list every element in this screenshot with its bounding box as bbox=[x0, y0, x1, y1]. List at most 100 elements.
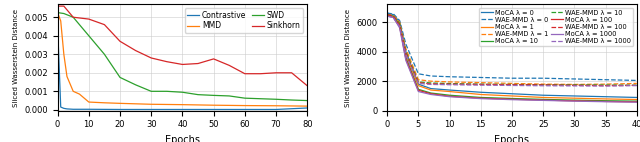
MoCA λ = 100 bbox=[390, 17, 397, 18]
WAE-MMD λ = 0 bbox=[390, 13, 397, 15]
MoCA λ = 1000 bbox=[390, 17, 397, 18]
SWD bbox=[241, 97, 249, 99]
X-axis label: Epochs: Epochs bbox=[495, 135, 529, 142]
MMD bbox=[60, 53, 68, 55]
Sinkhorn bbox=[179, 64, 186, 65]
WAE-MMD λ = 10 bbox=[415, 81, 422, 83]
WAE-MMD λ = 1 bbox=[390, 14, 397, 16]
SWD bbox=[257, 98, 264, 100]
WAE-MMD λ = 10 bbox=[402, 51, 410, 52]
Contrastive bbox=[241, 109, 249, 110]
WAE-MMD λ = 100 bbox=[383, 14, 391, 15]
WAE-MMD λ = 1000 bbox=[415, 83, 422, 84]
Y-axis label: Sliced Wasserstein Distance: Sliced Wasserstein Distance bbox=[345, 9, 351, 106]
Sinkhorn bbox=[132, 50, 140, 51]
WAE-MMD λ = 0 bbox=[396, 20, 403, 21]
WAE-MMD λ = 0 bbox=[508, 77, 516, 79]
WAE-MMD λ = 100 bbox=[415, 82, 422, 83]
WAE-MMD λ = 1000 bbox=[633, 85, 640, 86]
Line: Sinkhorn: Sinkhorn bbox=[58, 6, 307, 86]
Contrastive bbox=[69, 108, 77, 110]
Sinkhorn bbox=[147, 57, 155, 59]
WAE-MMD λ = 10 bbox=[477, 83, 484, 85]
Contrastive bbox=[85, 108, 93, 110]
MoCA λ = 10 bbox=[396, 24, 403, 26]
MoCA λ = 10 bbox=[477, 97, 484, 98]
WAE-MMD λ = 0 bbox=[633, 80, 640, 81]
WAE-MMD λ = 1000 bbox=[602, 85, 609, 87]
Line: WAE-MMD λ = 10: WAE-MMD λ = 10 bbox=[387, 15, 637, 85]
MoCA λ = 100 bbox=[477, 97, 484, 99]
Sinkhorn bbox=[241, 73, 249, 75]
Contrastive bbox=[54, 25, 61, 26]
MoCA λ = 1 bbox=[508, 95, 516, 97]
MMD bbox=[147, 103, 155, 105]
Contrastive bbox=[57, 106, 65, 108]
Line: MoCA λ = 1000: MoCA λ = 1000 bbox=[387, 16, 637, 102]
WAE-MMD λ = 1000 bbox=[540, 85, 547, 87]
Contrastive bbox=[272, 109, 280, 110]
Contrastive bbox=[303, 107, 311, 109]
WAE-MMD λ = 1000 bbox=[445, 84, 453, 86]
MoCA λ = 0 bbox=[390, 14, 397, 15]
WAE-MMD λ = 1 bbox=[570, 84, 578, 85]
MoCA λ = 10 bbox=[390, 15, 397, 17]
SWD bbox=[272, 98, 280, 100]
Line: WAE-MMD λ = 100: WAE-MMD λ = 100 bbox=[387, 15, 637, 86]
WAE-MMD λ = 1 bbox=[508, 83, 516, 84]
MoCA λ = 0 bbox=[602, 96, 609, 98]
MoCA λ = 10 bbox=[427, 92, 435, 94]
SWD bbox=[288, 99, 296, 101]
MoCA λ = 1 bbox=[633, 99, 640, 100]
Line: SWD: SWD bbox=[58, 13, 307, 101]
MoCA λ = 1000 bbox=[570, 100, 578, 102]
MoCA λ = 1000 bbox=[396, 27, 403, 29]
MoCA λ = 100 bbox=[570, 100, 578, 102]
MoCA λ = 100 bbox=[402, 58, 410, 60]
MoCA λ = 1000 bbox=[383, 15, 391, 17]
Contrastive bbox=[210, 109, 218, 110]
WAE-MMD λ = 1000 bbox=[396, 26, 403, 27]
SWD bbox=[116, 77, 124, 78]
SWD bbox=[132, 84, 140, 86]
MoCA λ = 1000 bbox=[508, 99, 516, 101]
MoCA λ = 1 bbox=[390, 15, 397, 17]
MoCA λ = 1 bbox=[402, 54, 410, 55]
Sinkhorn bbox=[116, 40, 124, 42]
WAE-MMD λ = 1 bbox=[402, 48, 410, 49]
WAE-MMD λ = 100 bbox=[633, 84, 640, 86]
SWD bbox=[163, 90, 171, 92]
MoCA λ = 10 bbox=[383, 14, 391, 15]
MoCA λ = 10 bbox=[570, 99, 578, 101]
MoCA λ = 1000 bbox=[402, 60, 410, 61]
MoCA λ = 0 bbox=[508, 93, 516, 95]
MoCA λ = 0 bbox=[540, 94, 547, 96]
WAE-MMD λ = 1 bbox=[602, 83, 609, 85]
WAE-MMD λ = 10 bbox=[427, 82, 435, 84]
MMD bbox=[116, 103, 124, 104]
MMD bbox=[57, 20, 65, 22]
MMD bbox=[179, 104, 186, 106]
WAE-MMD λ = 100 bbox=[477, 84, 484, 85]
Line: WAE-MMD λ = 0: WAE-MMD λ = 0 bbox=[387, 13, 637, 80]
WAE-MMD λ = 0 bbox=[402, 43, 410, 45]
SWD bbox=[54, 12, 61, 13]
Sinkhorn bbox=[60, 5, 68, 7]
WAE-MMD λ = 0 bbox=[570, 78, 578, 80]
MoCA λ = 10 bbox=[540, 99, 547, 100]
MoCA λ = 100 bbox=[540, 99, 547, 101]
Sinkhorn bbox=[288, 72, 296, 74]
Line: MoCA λ = 1: MoCA λ = 1 bbox=[387, 15, 637, 100]
WAE-MMD λ = 1 bbox=[477, 82, 484, 83]
MoCA λ = 100 bbox=[415, 89, 422, 91]
Sinkhorn bbox=[210, 58, 218, 60]
SWD bbox=[85, 35, 93, 37]
Contrastive bbox=[60, 107, 68, 109]
MoCA λ = 0 bbox=[396, 21, 403, 23]
WAE-MMD λ = 0 bbox=[383, 12, 391, 14]
MoCA λ = 0 bbox=[427, 88, 435, 89]
Line: MMD: MMD bbox=[58, 13, 307, 106]
SWD bbox=[210, 95, 218, 96]
MoCA λ = 100 bbox=[396, 26, 403, 27]
MoCA λ = 100 bbox=[445, 95, 453, 97]
